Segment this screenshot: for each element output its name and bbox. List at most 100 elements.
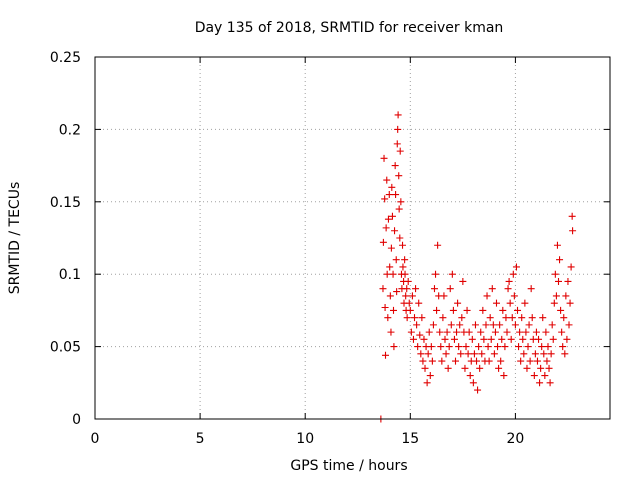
y-tick-label: 0.1 (59, 267, 81, 283)
data-point (399, 241, 407, 249)
data-point (502, 314, 510, 322)
data-point (565, 321, 573, 329)
data-point (562, 292, 570, 300)
data-point (553, 241, 561, 249)
data-point (496, 321, 504, 329)
data-point (419, 357, 427, 365)
data-point (441, 335, 449, 343)
x-tick-label: 5 (196, 431, 205, 447)
data-point (521, 299, 529, 307)
data-point (454, 299, 462, 307)
data-point (403, 314, 411, 322)
data-point (551, 270, 559, 278)
data-point (530, 372, 538, 380)
data-point (567, 263, 575, 271)
data-point (402, 292, 410, 300)
data-point (426, 372, 434, 380)
data-point (391, 227, 399, 235)
data-point (414, 343, 422, 351)
x-tick-label: 15 (401, 431, 419, 447)
data-point (537, 364, 545, 372)
data-point (399, 263, 407, 271)
data-point (393, 140, 401, 148)
data-point (445, 343, 453, 351)
data-point (492, 299, 500, 307)
data-point (430, 285, 438, 293)
y-tick-label: 0.15 (50, 195, 81, 211)
data-point (436, 328, 444, 336)
data-point (456, 321, 464, 329)
data-point (536, 379, 544, 387)
data-point (564, 277, 572, 285)
data-point (491, 328, 499, 336)
data-point (485, 357, 493, 365)
data-point (457, 350, 465, 358)
y-tick-label: 0.25 (50, 50, 81, 66)
data-point (568, 212, 576, 220)
data-point (393, 288, 401, 296)
data-point (447, 321, 455, 329)
data-point (548, 321, 556, 329)
chart-title: Day 135 of 2018, SRMTID for receiver kma… (195, 20, 504, 36)
data-point (418, 314, 426, 322)
data-point (489, 321, 497, 329)
data-point (389, 270, 397, 278)
data-point (403, 285, 411, 293)
grid-lines (95, 57, 610, 419)
data-point (404, 277, 412, 285)
data-point (437, 343, 445, 351)
data-point (522, 328, 530, 336)
data-point (462, 343, 470, 351)
data-point (412, 285, 420, 293)
data-point (396, 234, 404, 242)
data-point (401, 256, 409, 264)
data-point (470, 350, 478, 358)
data-point (395, 205, 403, 213)
data-point (526, 357, 534, 365)
data-point (409, 335, 417, 343)
data-point (428, 357, 436, 365)
axis-ticks: 0 0.05 0.1 0.15 0.2 0.25 0 5 10 15 20 (50, 50, 610, 447)
data-point (556, 256, 564, 264)
data-point (408, 292, 416, 300)
data-point (443, 328, 451, 336)
data-point (379, 238, 387, 246)
data-point (524, 343, 532, 351)
data-point (382, 351, 390, 359)
data-point (497, 357, 505, 365)
data-point (505, 277, 513, 285)
data-point (432, 270, 440, 278)
data-point (383, 270, 391, 278)
data-point (417, 350, 425, 358)
data-point (387, 244, 395, 252)
data-point (543, 357, 551, 365)
data-point (533, 357, 541, 365)
data-point (483, 292, 491, 300)
data-point (396, 147, 404, 155)
data-point (380, 154, 388, 162)
data-point (519, 335, 527, 343)
data-point (520, 350, 528, 358)
data-point (381, 304, 389, 312)
data-point (383, 176, 391, 184)
data-point (563, 335, 571, 343)
data-point (415, 299, 423, 307)
data-point (475, 343, 483, 351)
data-point (500, 372, 508, 380)
data-point (382, 224, 390, 232)
data-point (546, 379, 554, 387)
data-point (544, 343, 552, 351)
data-point (555, 277, 562, 285)
data-point (509, 270, 517, 278)
data-point (416, 331, 424, 339)
data-point (525, 321, 533, 329)
data-point (388, 212, 396, 220)
data-point (539, 314, 547, 322)
data-point (561, 350, 569, 358)
data-point (558, 328, 566, 336)
data-point (379, 285, 387, 293)
data-point (498, 335, 506, 343)
data-point (557, 306, 565, 314)
data-point (425, 328, 433, 336)
